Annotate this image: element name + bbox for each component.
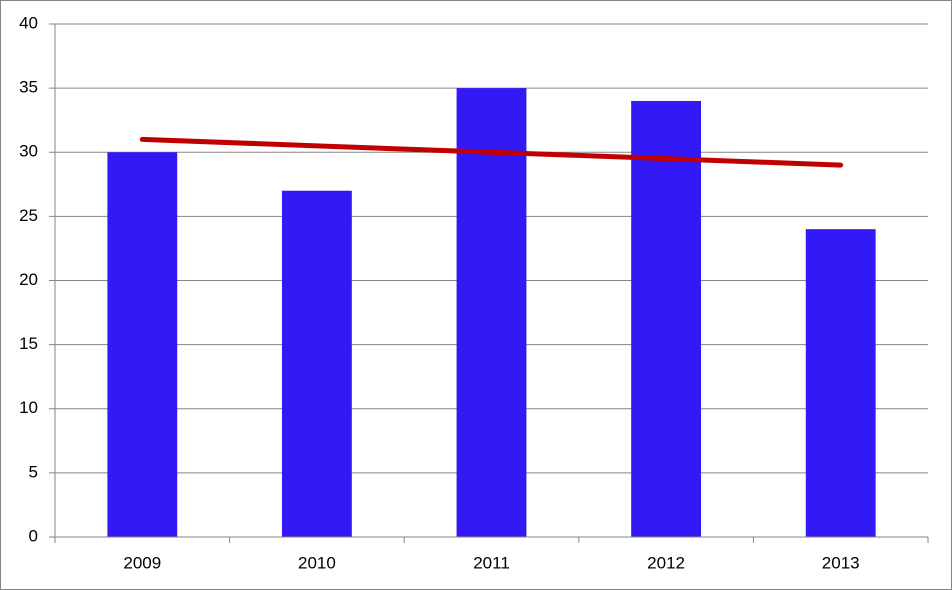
x-tick-label: 2009 (123, 553, 161, 572)
y-tick-label: 0 (29, 526, 38, 545)
x-tick-label: 2013 (822, 553, 860, 572)
bar (456, 88, 527, 537)
y-tick-label: 40 (19, 13, 38, 32)
y-tick-label: 30 (19, 142, 38, 161)
trend-line (139, 136, 844, 168)
bar (281, 190, 352, 537)
x-tick-label: 2010 (298, 553, 336, 572)
bar (805, 229, 876, 537)
y-tick-label: 15 (19, 334, 38, 353)
x-tick-label: 2011 (473, 553, 510, 572)
y-tick-label: 20 (19, 270, 38, 289)
y-tick-label: 5 (29, 462, 38, 481)
y-tick-label: 35 (19, 78, 38, 97)
bar (107, 152, 178, 537)
y-tick-label: 10 (19, 398, 38, 417)
y-tick-label: 25 (19, 206, 38, 225)
bar (631, 100, 702, 537)
x-tick-label: 2012 (647, 553, 685, 572)
